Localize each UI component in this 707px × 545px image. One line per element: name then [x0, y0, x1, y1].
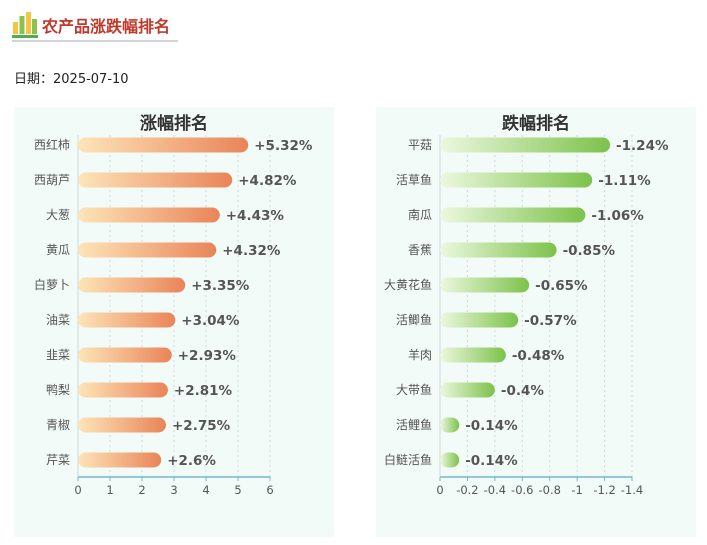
rise-chart-title: 涨幅排名 [140, 113, 208, 134]
fall-bar [440, 312, 519, 328]
rise-data-label: +2.6% [167, 453, 216, 469]
fall-bar [440, 347, 506, 363]
fall-category-label: 活鲤鱼 [396, 418, 432, 432]
fall-bar [440, 137, 611, 153]
fall-data-label: -0.57% [524, 313, 577, 329]
fall-x-tick-label: -1.4 [621, 483, 643, 497]
rise-category-label: 西红柿 [34, 137, 70, 152]
fall-x-tick-label: -0.8 [538, 483, 560, 497]
fall-chart-title: 跌幅排名 [502, 113, 570, 134]
fall-bar [440, 242, 557, 258]
fall-data-label: -1.11% [598, 173, 651, 189]
rise-x-tick-label: 6 [266, 483, 273, 497]
fall-x-tick-label: 0 [436, 483, 443, 497]
date-value: 2025-07-10 [53, 72, 129, 87]
rise-bar [78, 172, 233, 188]
rise-category-label: 油菜 [46, 313, 70, 327]
fall-category-label: 南瓜 [408, 207, 432, 222]
bar-chart-icon [12, 12, 38, 38]
rise-x-tick-label: 3 [170, 483, 177, 497]
fall-data-label: -0.65% [535, 278, 588, 294]
rise-data-label: +4.43% [226, 208, 285, 224]
page-header: 农产品涨跌幅排名 [12, 8, 178, 44]
fall-data-label: -1.24% [616, 138, 669, 154]
fall-data-label: -0.14% [465, 453, 518, 469]
rise-x-tick-label: 4 [202, 483, 209, 497]
rise-x-tick-label: 2 [138, 483, 145, 497]
fall-bar [440, 277, 530, 293]
rise-bar [78, 277, 186, 293]
fall-x-tick-label: -0.4 [484, 483, 506, 497]
fall-category-label: 白鲢活鱼 [384, 452, 432, 467]
rise-category-label: 大葱 [46, 208, 70, 222]
fall-category-label: 活草鱼 [396, 173, 432, 187]
rise-data-label: +3.04% [181, 313, 240, 329]
rise-data-label: +5.32% [254, 138, 313, 154]
fall-ranking-panel: 跌幅排名平菇 -1.24% 活草鱼 -1.11% 南瓜 -1.06% 香蕉 -0.85% 大黄花… [376, 107, 696, 537]
date-label: 日期： [14, 72, 54, 87]
rise-bar [78, 452, 162, 468]
rise-data-label: +4.82% [238, 173, 297, 189]
fall-bar [440, 452, 460, 468]
fall-data-label: -0.48% [512, 348, 565, 364]
title-underline [12, 40, 178, 42]
rise-data-label: +2.81% [174, 383, 233, 399]
fall-data-label: -0.14% [465, 418, 518, 434]
rise-x-tick-label: 0 [74, 483, 81, 497]
fall-category-label: 大黄花鱼 [384, 277, 432, 292]
fall-x-tick-label: -1.2 [593, 483, 615, 497]
rise-data-label: +3.35% [191, 278, 250, 294]
rise-category-label: 韭菜 [46, 348, 70, 362]
rise-category-label: 鸭梨 [46, 383, 70, 397]
rise-data-label: +4.32% [222, 243, 281, 259]
fall-bar [440, 417, 460, 433]
date-line: 日期：2025-07-10 [14, 68, 129, 87]
page-title: 农产品涨跌幅排名 [42, 17, 171, 36]
fall-bar [440, 382, 495, 398]
rise-bar [78, 382, 168, 398]
rise-data-label: +2.93% [178, 348, 237, 364]
fall-category-label: 大带鱼 [396, 383, 432, 397]
rise-category-label: 西葫芦 [34, 173, 70, 187]
fall-category-label: 活鲫鱼 [396, 313, 432, 327]
fall-bar [440, 172, 593, 188]
fall-data-label: -0.85% [563, 243, 616, 259]
fall-category-label: 羊肉 [408, 347, 432, 362]
fall-category-label: 香蕉 [408, 243, 432, 257]
rise-bar [78, 137, 249, 153]
rise-x-tick-label: 5 [234, 483, 241, 497]
rise-data-label: +2.75% [172, 418, 231, 434]
rise-bar [78, 417, 166, 433]
fall-data-label: -1.06% [591, 208, 644, 224]
rise-category-label: 黄瓜 [46, 243, 70, 257]
rise-bar [78, 312, 176, 328]
fall-data-label: -0.4% [501, 383, 545, 399]
fall-x-tick-label: -0.2 [456, 483, 478, 497]
fall-bar [440, 207, 586, 223]
rise-x-tick-label: 1 [106, 483, 113, 497]
rise-category-label: 白萝卜 [34, 277, 70, 292]
fall-category-label: 平菇 [408, 138, 432, 152]
rise-category-label: 芹菜 [46, 453, 70, 467]
rise-category-label: 青椒 [46, 418, 70, 432]
rise-bar [78, 207, 220, 223]
rise-ranking-panel: 涨幅排名西红柿 +5.32% 西葫芦 +4.82% 大葱 +4.43% 黄瓜 +4.32% 白萝… [14, 107, 334, 537]
fall-x-tick-label: -0.6 [511, 483, 533, 497]
rise-bar [78, 242, 217, 258]
fall-x-tick-label: -1 [571, 483, 582, 497]
rise-bar [78, 347, 172, 363]
